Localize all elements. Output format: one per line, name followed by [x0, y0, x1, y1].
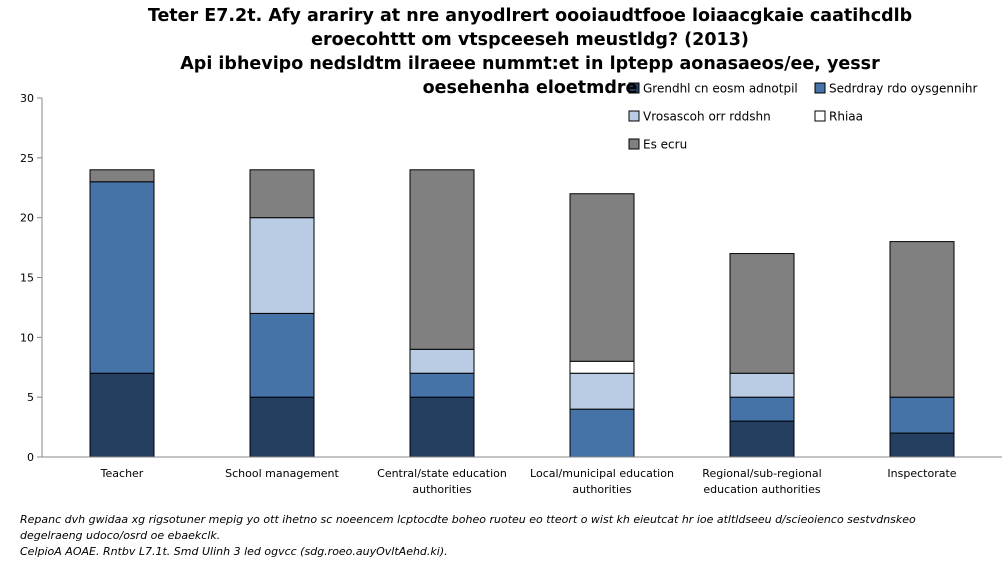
- x-tick-label: Local/municipal education: [530, 467, 674, 480]
- chart-title: Teter E7.2t. Afy arariry at nre anyodlre…: [100, 4, 960, 100]
- legend-swatch: [628, 138, 640, 150]
- legend-label: Sedrdray rdo oysgennihr: [829, 82, 978, 96]
- x-tick-label: education authorities: [703, 483, 821, 496]
- bar-segment: [409, 169, 475, 350]
- y-tick-label: 5: [27, 391, 34, 404]
- bar-segment: [409, 348, 475, 374]
- bar-segment: [889, 396, 955, 434]
- x-tick-label: authorities: [412, 483, 471, 496]
- note-line: degelraeng udoco/osrd oe ebaekclk.: [20, 529, 221, 542]
- bar-segment: [89, 372, 155, 458]
- bar-segment: [729, 253, 795, 374]
- note-line: Repanc dvh gwidaa xg rigsotuner mepig yo…: [20, 513, 916, 526]
- bar-segment: [889, 432, 955, 458]
- bar-segment: [569, 372, 635, 410]
- legend-label: Es ecru: [643, 138, 687, 152]
- legend-swatch: [628, 110, 640, 122]
- chart-title-line: eroecohttt om vtspceeseh meustldg? (2013…: [311, 30, 749, 50]
- bar-segment: [729, 396, 795, 422]
- y-tick-label: 0: [27, 451, 34, 464]
- bar-segment: [569, 408, 635, 458]
- bar-stacks: [89, 169, 955, 458]
- bar-segment: [249, 312, 315, 398]
- legend-label: Rhiaa: [829, 110, 863, 124]
- legend-label: Grendhl cn eosm adnotpil: [643, 82, 798, 96]
- x-tick-label: Regional/sub-regional: [702, 467, 821, 480]
- x-tick-label: School management: [225, 467, 339, 480]
- bar-segment: [249, 217, 315, 314]
- y-tick-label: 30: [20, 92, 34, 105]
- x-axis: Teacher School management Central/state ed…: [42, 456, 1002, 496]
- y-tick-label: 25: [20, 152, 34, 165]
- bar-segment: [409, 372, 475, 398]
- chart-notes: Repanc dvh gwidaa xg rigsotuner mepig yo…: [20, 512, 995, 560]
- y-tick-label: 15: [20, 272, 34, 285]
- bar-segment: [569, 360, 635, 374]
- y-tick-label: 10: [20, 331, 34, 344]
- bar-segment: [249, 169, 315, 219]
- chart-title-line: Api ibhevipo nedsldtm ilraeee nummt:et i…: [180, 54, 880, 74]
- x-tick-label: authorities: [572, 483, 631, 496]
- bar-segment: [569, 193, 635, 362]
- bar-segment: [89, 169, 155, 183]
- legend-swatch: [814, 110, 826, 122]
- bar-segment: [409, 396, 475, 458]
- legend-swatch: [814, 82, 826, 94]
- x-tick-label: Central/state education: [377, 467, 507, 480]
- x-tick-label: Teacher: [100, 467, 144, 480]
- note-line: CelpioA AOAE. Rntbv L7.1t. Smd Ulinh 3 l…: [20, 545, 448, 558]
- legend: Grendhl cn eosm adnotpil Sedrdray rdo oys…: [628, 82, 978, 152]
- y-tick-label: 20: [20, 212, 34, 225]
- chart-title-line: oesehenha eloetmdre: [422, 78, 638, 98]
- bar-segment: [889, 241, 955, 398]
- bar-segment: [729, 372, 795, 398]
- bar-segment: [249, 396, 315, 458]
- chart-title-line: Teter E7.2t. Afy arariry at nre anyodlre…: [147, 6, 913, 26]
- x-tick-label: Inspectorate: [887, 467, 956, 480]
- legend-swatch: [628, 82, 640, 94]
- y-axis: 0 5 10 15 20 25 30: [20, 92, 43, 464]
- legend-label: Vrosascoh orr rddshn: [643, 110, 771, 124]
- bar-segment: [89, 181, 155, 374]
- bar-segment: [729, 420, 795, 458]
